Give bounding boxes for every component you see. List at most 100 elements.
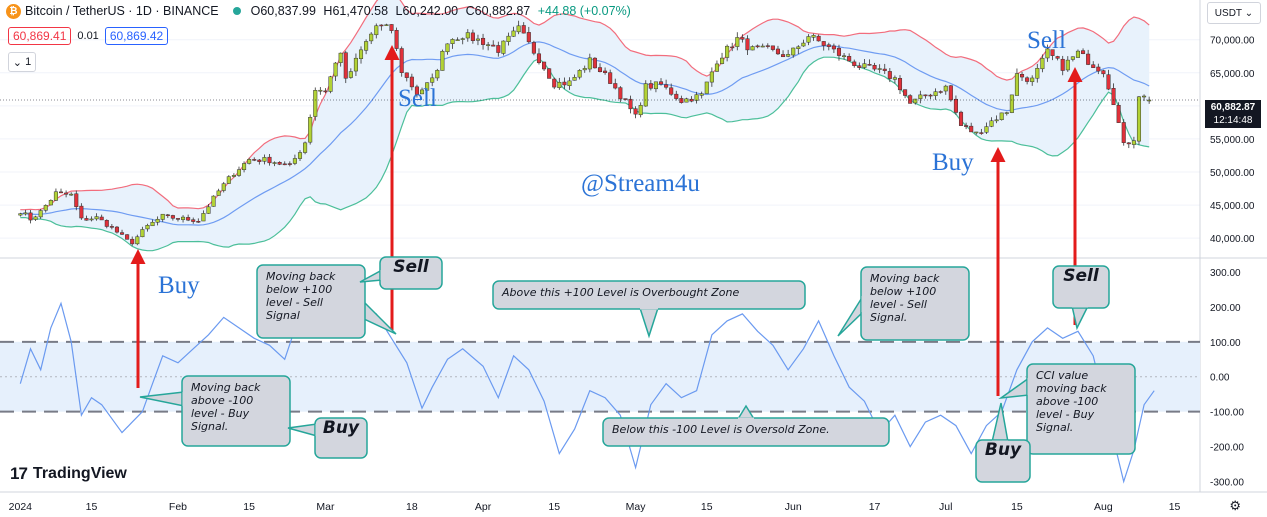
candle-body: [964, 125, 969, 127]
collapse-button[interactable]: ⌄ 1: [8, 52, 36, 72]
candle-body: [562, 81, 567, 86]
candle-body: [648, 83, 653, 89]
candle-body: [989, 120, 994, 127]
sell-label: Sell: [1027, 27, 1066, 54]
candle-body: [399, 48, 404, 73]
candle-body: [831, 45, 836, 50]
candle-body: [160, 213, 165, 220]
candle-body: [877, 68, 882, 70]
candle-body: [592, 57, 597, 69]
candle-body: [236, 169, 242, 176]
settings-icon[interactable]: ⚙: [1229, 498, 1241, 513]
cci-axis-label: 200.00: [1210, 303, 1241, 314]
candle-body: [618, 87, 623, 100]
candle-body: [358, 49, 364, 59]
candle-body: [577, 70, 582, 78]
candle-body: [374, 25, 379, 36]
candle-body: [801, 42, 806, 47]
callout-text: Buy: [985, 440, 1022, 460]
tradingview-logo[interactable]: 17 TradingView: [10, 464, 127, 484]
candle-body: [38, 210, 43, 218]
callout-sell-2: Sell: [1052, 265, 1110, 331]
candle-body: [120, 232, 125, 235]
candle-body: [114, 226, 119, 233]
candle-body: [99, 216, 104, 221]
price-axis-label: 50,000.00: [1210, 168, 1255, 179]
buy-price-button[interactable]: 60,869.42: [104, 27, 169, 45]
callout-box: [1026, 363, 1136, 455]
candle-body: [501, 40, 506, 54]
candle-body: [643, 83, 648, 107]
candle-body: [521, 25, 526, 34]
candle-body: [465, 32, 470, 39]
candle-body: [206, 206, 211, 214]
candle-body: [506, 35, 511, 42]
candle-body: [491, 44, 496, 47]
callout-text: Signal.: [1036, 421, 1073, 434]
callout-buy-2: Buy: [975, 402, 1031, 483]
candle-body: [79, 205, 84, 219]
candle-body: [430, 77, 435, 83]
candle-body: [1126, 142, 1131, 145]
candle-body: [389, 24, 394, 31]
candle-body: [628, 98, 633, 110]
candle-body: [1142, 95, 1147, 98]
callout-text: Signal.: [870, 311, 907, 324]
candle-body: [740, 37, 745, 40]
candle-body: [745, 38, 750, 51]
candle-body: [892, 77, 897, 80]
candle-body: [226, 176, 231, 184]
callout-text: Signal: [266, 309, 300, 322]
currency-selector[interactable]: USDT ⌄: [1207, 2, 1261, 24]
candle-body: [201, 213, 206, 222]
candle-body: [1121, 122, 1126, 143]
candle-body: [704, 81, 709, 94]
candle-body: [862, 63, 867, 68]
callout-buy: Buy: [287, 417, 368, 459]
candle-body: [455, 39, 460, 41]
candle-body: [806, 36, 811, 43]
cci-axis-label: -100.00: [1210, 408, 1244, 419]
callout-text: Above this +100 Level is Overbought Zone: [501, 286, 739, 299]
candle-body: [908, 95, 913, 104]
candle-body: [928, 94, 933, 97]
callout-text: above -100: [191, 394, 253, 407]
callout-text: Moving back: [266, 270, 336, 283]
candle-body: [328, 76, 333, 92]
candle-body: [104, 220, 109, 227]
candle-body: [969, 125, 974, 133]
symbol-title[interactable]: Bitcoin / TetherUS · 1D · BINANCE: [25, 4, 219, 18]
candle-body: [282, 163, 287, 166]
time-axis-label: 17: [869, 501, 881, 513]
sell-price-button[interactable]: 60,869.41: [8, 27, 72, 45]
candle-body: [175, 218, 180, 220]
candle-body: [1055, 56, 1060, 59]
candle-body: [313, 90, 318, 117]
candle-body: [414, 86, 419, 95]
callout-text: level - Sell: [266, 296, 323, 309]
candle-body: [511, 30, 516, 37]
candle-body: [277, 162, 282, 165]
candle-body: [613, 83, 618, 89]
candle-body: [816, 35, 821, 42]
candle-body: [872, 64, 877, 70]
candle-body: [150, 221, 155, 227]
candle-body: [1014, 73, 1019, 96]
candle-body: [572, 77, 577, 81]
collapse-count: 1: [25, 56, 32, 68]
time-axis-label: 15: [86, 501, 98, 513]
candle-body: [623, 98, 628, 100]
candle-body: [89, 218, 94, 221]
candle-body: [536, 53, 542, 64]
price-axis-label: 55,000.00: [1210, 135, 1255, 146]
candle-body: [43, 205, 48, 211]
candle-body: [323, 90, 328, 93]
callout-text: below +100: [266, 283, 332, 296]
candle-body: [272, 162, 277, 164]
candle-body: [582, 68, 587, 71]
candle-body: [216, 190, 221, 196]
